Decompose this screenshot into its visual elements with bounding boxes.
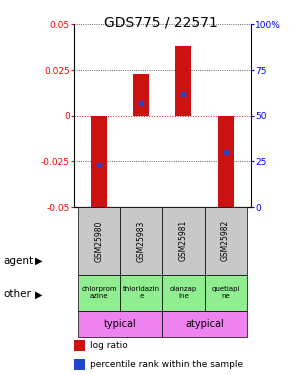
Text: GSM25981: GSM25981 xyxy=(179,220,188,261)
Bar xyxy=(162,207,204,274)
Text: GSM25982: GSM25982 xyxy=(221,220,230,261)
Bar xyxy=(133,74,149,116)
Text: olanzap
ine: olanzap ine xyxy=(170,286,197,299)
Bar xyxy=(120,207,162,274)
Bar xyxy=(91,116,107,213)
Text: percentile rank within the sample: percentile rank within the sample xyxy=(90,360,243,369)
Text: GDS775 / 22571: GDS775 / 22571 xyxy=(104,15,218,29)
Text: agent: agent xyxy=(3,256,33,266)
Bar xyxy=(175,46,191,116)
Text: GSM25980: GSM25980 xyxy=(95,220,104,261)
Text: typical: typical xyxy=(104,319,137,329)
Bar xyxy=(204,274,246,310)
Bar xyxy=(218,116,233,211)
Bar xyxy=(78,274,120,310)
Bar xyxy=(120,274,162,310)
Text: log ratio: log ratio xyxy=(90,341,128,350)
Bar xyxy=(204,207,246,274)
Bar xyxy=(74,359,85,370)
Bar xyxy=(74,340,85,351)
Bar xyxy=(78,207,120,274)
Text: quetiapi
ne: quetiapi ne xyxy=(211,286,240,299)
Text: other: other xyxy=(3,290,31,299)
Bar xyxy=(162,310,246,337)
Text: ▶: ▶ xyxy=(35,256,43,266)
Bar xyxy=(162,274,204,310)
Text: ▶: ▶ xyxy=(35,290,43,299)
Text: atypical: atypical xyxy=(185,319,224,329)
Text: thioridazin
e: thioridazin e xyxy=(123,286,160,299)
Text: chlorprom
azine: chlorprom azine xyxy=(81,286,117,299)
Text: GSM25983: GSM25983 xyxy=(137,220,146,261)
Bar xyxy=(78,310,162,337)
